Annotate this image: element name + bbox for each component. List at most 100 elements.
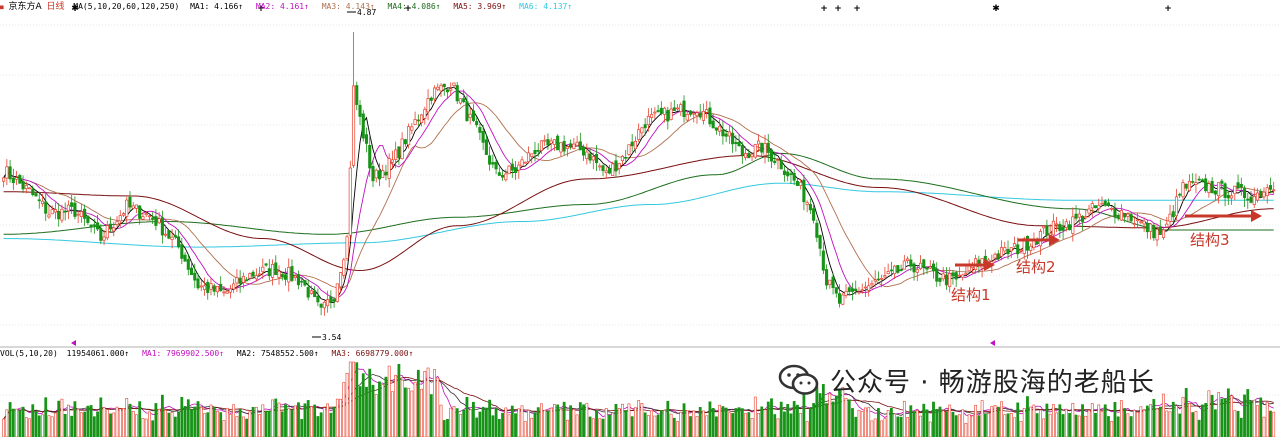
volume-bar xyxy=(737,407,741,437)
volume-bar xyxy=(776,418,780,437)
volume-bar xyxy=(996,406,1000,437)
candle-body xyxy=(1084,216,1088,219)
volume-bar xyxy=(812,403,816,437)
candle-body xyxy=(918,262,923,269)
volume-bar xyxy=(164,409,168,437)
candle-body xyxy=(1077,213,1081,218)
low-label: 3.54 xyxy=(322,333,341,342)
volume-bar xyxy=(1246,389,1250,437)
volume-bar xyxy=(472,401,475,437)
volume-bar xyxy=(355,362,359,437)
volume-bar xyxy=(847,399,851,437)
volume-bar xyxy=(1158,406,1162,437)
volume-bar xyxy=(326,403,330,437)
volume-bar xyxy=(889,407,893,437)
volume-bar xyxy=(533,412,537,437)
volume-bar xyxy=(5,409,9,437)
candle-body xyxy=(546,139,550,146)
candle-body xyxy=(526,152,531,163)
candle-body xyxy=(1025,235,1030,251)
volume-bar xyxy=(569,405,573,437)
ma6-line xyxy=(3,182,1274,248)
candle-body xyxy=(630,141,634,147)
candle-body xyxy=(663,107,667,115)
candle-body xyxy=(167,230,171,239)
volume-bar xyxy=(280,411,284,437)
volume-bar xyxy=(679,411,683,437)
candle-body xyxy=(202,285,207,290)
volume-bar xyxy=(504,407,508,437)
candle-body xyxy=(319,303,323,308)
volume-bar xyxy=(300,419,304,437)
candle-body xyxy=(332,299,336,302)
candle-body xyxy=(403,139,407,145)
volume-bar xyxy=(676,421,679,437)
volume-bar xyxy=(860,410,864,437)
candle-body xyxy=(60,208,64,221)
candle-body xyxy=(251,271,255,277)
candle-body xyxy=(303,280,307,286)
candle-body xyxy=(653,111,657,114)
candle-body xyxy=(633,141,637,150)
candle-body xyxy=(896,265,900,273)
candle-body xyxy=(760,142,764,153)
candle-body xyxy=(501,175,505,178)
candle-body xyxy=(497,172,501,176)
volume-bar xyxy=(378,381,381,437)
ma-param-label: MA(5,10,20,60,120,250) xyxy=(73,2,180,11)
volume-bar xyxy=(297,402,300,437)
candle-body xyxy=(582,146,586,156)
structure2-arrow xyxy=(1018,234,1060,246)
volume-bar xyxy=(805,421,809,437)
volume-bar xyxy=(734,408,738,437)
volume-bar xyxy=(964,423,968,437)
volume-bar xyxy=(1048,413,1052,437)
volume-bar xyxy=(896,416,900,437)
volume-bar xyxy=(1181,396,1185,437)
candle-body xyxy=(549,140,553,144)
volume-bar xyxy=(1126,413,1130,437)
candle-body xyxy=(426,98,430,113)
candle-body xyxy=(170,236,174,240)
volume-bar xyxy=(980,400,984,437)
volume-bar xyxy=(21,406,25,437)
candle-body xyxy=(1272,189,1276,192)
candle-body xyxy=(1165,223,1169,228)
candle-body xyxy=(1158,226,1162,235)
volume-bar xyxy=(1045,403,1049,437)
volume-bar xyxy=(235,416,239,437)
volume-bar xyxy=(497,418,501,437)
candle-body xyxy=(763,143,767,156)
candle-body xyxy=(21,181,25,190)
volume-bar xyxy=(1165,410,1169,437)
candle-body xyxy=(578,141,582,151)
volume-bar xyxy=(624,410,628,437)
volume-bar xyxy=(258,414,261,437)
candle-body xyxy=(1126,213,1130,217)
volume-bar xyxy=(105,409,109,437)
candle-body xyxy=(837,293,842,304)
volume-bar xyxy=(173,416,177,437)
candle-body xyxy=(656,110,660,112)
candle-body xyxy=(8,166,12,180)
volume-bar xyxy=(873,418,877,437)
volume-bar xyxy=(1155,408,1159,437)
volume-bar xyxy=(689,416,692,437)
volume-bar xyxy=(744,413,747,437)
candle-body xyxy=(147,215,151,218)
candle-body xyxy=(795,181,799,186)
candle-body xyxy=(624,156,628,159)
candle-body xyxy=(70,202,74,207)
candle-body xyxy=(183,254,187,262)
volume-bar xyxy=(536,407,540,437)
volume-bar xyxy=(125,398,129,437)
candle-body xyxy=(66,204,70,212)
volume-bar xyxy=(28,418,31,437)
volume-bar xyxy=(109,413,112,437)
volume-bar xyxy=(261,404,265,437)
volume-bar xyxy=(906,417,909,437)
candle-body xyxy=(407,126,411,146)
candle-body xyxy=(611,163,615,176)
candle-body xyxy=(1119,210,1123,221)
candle-body xyxy=(316,296,320,303)
